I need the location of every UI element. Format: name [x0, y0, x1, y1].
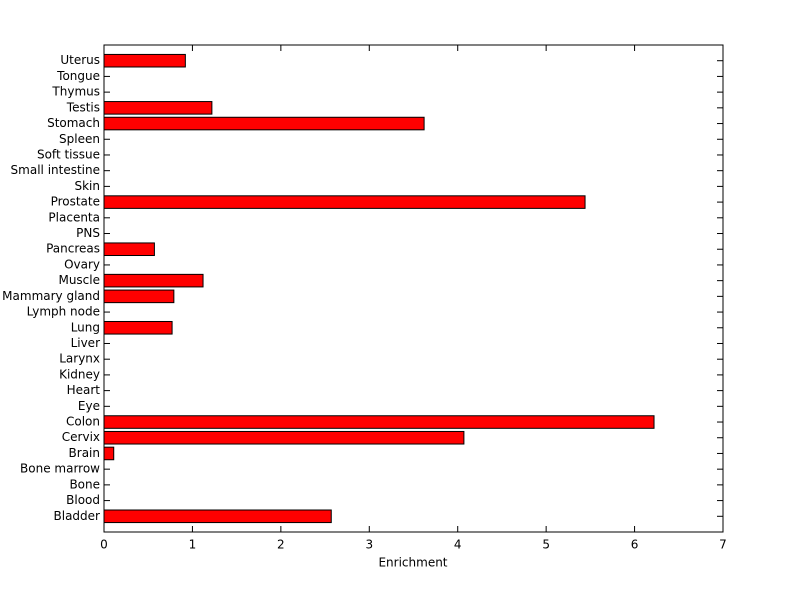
y-tick-label: Bladder — [54, 509, 101, 523]
bar — [103, 273, 204, 288]
y-tick-label: Placenta — [48, 210, 100, 224]
y-tick-label: Prostate — [51, 195, 100, 209]
x-tick-label: 4 — [454, 538, 462, 552]
bar — [103, 509, 332, 524]
x-tick-label: 5 — [542, 538, 550, 552]
y-tick-label: Lymph node — [27, 305, 100, 319]
x-tick-label: 6 — [631, 538, 639, 552]
bar — [103, 53, 186, 68]
y-tick-label: Eye — [78, 399, 100, 413]
bar — [103, 415, 655, 429]
y-tick-label: Soft tissue — [37, 147, 100, 161]
y-tick-label: Ovary — [64, 257, 100, 271]
x-tick-label: 0 — [100, 538, 108, 552]
y-tick-label: PNS — [76, 226, 100, 240]
y-tick-label: Blood — [66, 493, 100, 507]
bar — [103, 242, 155, 257]
y-tick-label: Uterus — [60, 53, 100, 67]
y-tick-label: Liver — [71, 336, 101, 350]
y-tick-label: Testis — [66, 100, 100, 114]
plot-frame — [103, 44, 724, 533]
bar — [103, 320, 173, 335]
y-tick-label: Bone marrow — [20, 462, 100, 476]
y-tick-label: Cervix — [62, 430, 100, 444]
y-tick-label: Kidney — [59, 367, 100, 381]
y-tick-label: Muscle — [58, 273, 100, 287]
bar — [103, 101, 213, 115]
y-tick-label: Colon — [66, 415, 100, 429]
bar — [103, 289, 175, 304]
x-tick-label: 1 — [189, 538, 197, 552]
y-tick-label: Larynx — [59, 352, 100, 366]
y-tick-label: Mammary gland — [2, 289, 100, 303]
y-tick-label: Bone — [69, 477, 100, 491]
x-axis-label: Enrichment — [378, 556, 447, 570]
y-tick-label: Lung — [71, 320, 100, 334]
x-tick-label: 2 — [277, 538, 285, 552]
x-tick-label: 7 — [719, 538, 727, 552]
y-tick-label: Heart — [67, 383, 101, 397]
y-tick-label: Spleen — [59, 132, 100, 146]
y-tick-label: Stomach — [47, 116, 100, 130]
y-tick-label: Brain — [69, 446, 100, 460]
y-tick-label: Small intestine — [11, 163, 100, 177]
x-tick-label: 3 — [365, 538, 373, 552]
y-tick-label: Skin — [74, 179, 100, 193]
y-tick-label: Tongue — [56, 69, 100, 83]
bar — [103, 116, 425, 131]
y-tick-label: Thymus — [51, 85, 100, 99]
bar — [103, 446, 115, 461]
bar — [103, 195, 586, 209]
bar — [103, 430, 465, 445]
y-tick-label: Pancreas — [46, 242, 100, 256]
